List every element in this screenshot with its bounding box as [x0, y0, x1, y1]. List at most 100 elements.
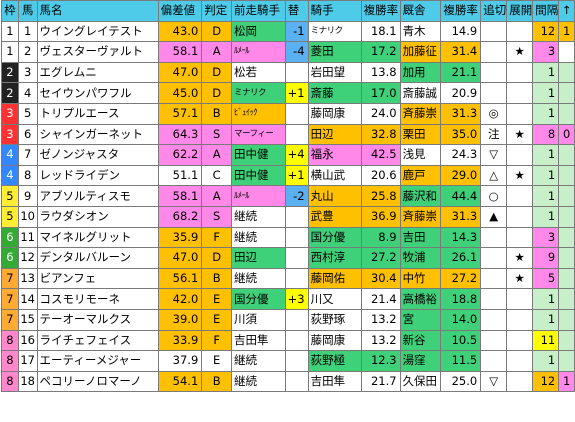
oikiri-cell: ▽ — [480, 370, 508, 393]
oikiri-cell — [480, 329, 508, 352]
jockey-change-cell: -4 — [284, 41, 309, 63]
arrow-cell — [558, 41, 575, 63]
waku-cell: 8 — [1, 350, 19, 372]
tenkai-cell: ★ — [506, 123, 534, 146]
hensa-cell: 35.9 — [157, 226, 203, 249]
interval-cell: 1 — [532, 288, 560, 310]
stable-cell: 藤沢和 — [399, 185, 442, 207]
jockey-rate-cell: 12.3 — [360, 350, 401, 372]
tenkai-cell — [506, 329, 534, 352]
horse-name-cell: ヴェスターヴァルト — [36, 41, 159, 63]
arrow-cell — [558, 329, 575, 352]
stable-cell: 浅見 — [399, 144, 442, 166]
stable-rate-cell: 31.3 — [440, 205, 482, 228]
header-interval: 間隔 — [532, 0, 560, 22]
prev-jockey-cell: 継続 — [231, 267, 286, 290]
oikiri-cell — [480, 41, 508, 63]
stable-rate-cell: 35.0 — [440, 123, 482, 146]
horse-name-cell: マイネルグリット — [36, 226, 159, 249]
horse-name-cell: デンタルバルーン — [36, 247, 159, 269]
stable-rate-cell: 14.9 — [440, 20, 482, 43]
tenkai-cell — [506, 288, 534, 310]
hensa-cell: 58.1 — [157, 185, 203, 207]
horse-number-cell: 7 — [17, 144, 38, 166]
prev-jockey-cell: 松岡 — [231, 20, 286, 43]
header-arrow-icon: ↑ — [558, 0, 575, 22]
jockey-cell: 藤岡康 — [307, 102, 362, 125]
header-name: 馬名 — [36, 0, 159, 22]
hensa-cell: 56.1 — [157, 267, 203, 290]
jockey-cell: 荻野琢 — [307, 308, 362, 331]
tenkai-cell: ★ — [506, 247, 534, 269]
table-row: 8 17 エーティーメジャー 37.9 E 継続 荻野極 12.3 湯窪 11.5 1 — [1, 350, 575, 372]
stable-cell: 加藤征 — [399, 41, 442, 63]
table-row: 4 7 ゼノンジャスタ 62.2 A 田中健 +4 福永 42.5 浅見 24.3 ▽ 1 — [1, 144, 575, 166]
stable-rate-cell: 21.1 — [440, 61, 482, 84]
prev-jockey-cell: 松若 — [231, 61, 286, 84]
table-row: 1 1 ウイングレイテスト 43.0 D 松岡 -1 ミナリク 18.1 青木 14.9 12 1 — [1, 20, 575, 43]
oikiri-cell — [480, 226, 508, 249]
hantei-cell: E — [201, 308, 233, 331]
arrow-cell: 1 — [558, 20, 575, 43]
jockey-cell: 荻野極 — [307, 350, 362, 372]
hensa-cell: 62.2 — [157, 144, 203, 166]
stable-rate-cell: 44.4 — [440, 185, 482, 207]
horse-name-cell: コスモリモーネ — [36, 288, 159, 310]
header-prev-jockey: 前走騎手 — [231, 0, 286, 22]
hantei-cell: F — [201, 329, 233, 352]
waku-cell: 8 — [1, 329, 19, 352]
arrow-cell — [558, 226, 575, 249]
oikiri-cell: 注 — [480, 123, 508, 146]
jockey-change-cell: +1 — [284, 164, 309, 187]
waku-cell: 7 — [1, 308, 19, 331]
interval-cell: 9 — [532, 247, 560, 269]
jockey-cell: 丸山 — [307, 185, 362, 207]
waku-cell: 6 — [1, 226, 19, 249]
hantei-cell: A — [201, 41, 233, 63]
horse-name-cell: エグレムニ — [36, 61, 159, 84]
arrow-cell — [558, 350, 575, 372]
jockey-rate-cell: 13.8 — [360, 61, 401, 84]
horse-number-cell: 16 — [17, 329, 38, 352]
tenkai-cell — [506, 226, 534, 249]
table-row: 3 6 シャインガーネット 64.3 S マーフィー 田辺 32.8 栗田 35.0 注 ★ 8 0 — [1, 123, 575, 146]
prev-jockey-cell: 継続 — [231, 226, 286, 249]
jockey-change-cell — [284, 226, 309, 249]
horse-number-cell: 12 — [17, 247, 38, 269]
interval-cell: 1 — [532, 205, 560, 228]
jockey-cell: 田辺 — [307, 123, 362, 146]
jockey-cell: 藤岡佑 — [307, 267, 362, 290]
jockey-cell: 武豊 — [307, 205, 362, 228]
jockey-cell: 横山武 — [307, 164, 362, 187]
jockey-cell: 国分優 — [307, 226, 362, 249]
horse-name-cell: ゼノンジャスタ — [36, 144, 159, 166]
table-row: 7 14 コスモリモーネ 42.0 E 国分優 +3 川又 21.4 高橋裕 18.8 1 — [1, 288, 575, 310]
interval-cell: 1 — [532, 164, 560, 187]
jockey-cell: 斎藤 — [307, 82, 362, 104]
hensa-cell: 45.0 — [157, 82, 203, 104]
waku-cell: 3 — [1, 102, 19, 125]
stable-cell: 鹿戸 — [399, 164, 442, 187]
interval-cell: 1 — [532, 144, 560, 166]
jockey-change-cell — [284, 267, 309, 290]
jockey-cell: 菱田 — [307, 41, 362, 63]
stable-cell: 久保田 — [399, 370, 442, 393]
horse-name-cell: エーティーメジャー — [36, 350, 159, 372]
horse-name-cell: ラウダシオン — [36, 205, 159, 228]
horse-number-cell: 9 — [17, 185, 38, 207]
header-tenkai: 展開 — [506, 0, 534, 22]
stable-cell: 栗田 — [399, 123, 442, 146]
interval-cell: 1 — [532, 350, 560, 372]
table-row: 5 9 アブソルティスモ 58.1 A ﾙﾒｰﾙ -2 丸山 25.8 藤沢和 44.4 ○ 1 — [1, 185, 575, 207]
hantei-cell: A — [201, 185, 233, 207]
interval-cell: 12 — [532, 20, 560, 43]
stable-rate-cell: 11.5 — [440, 350, 482, 372]
race-table: 枠 馬 馬名 偏差値 判定 前走騎手 替 騎手 複勝率 厩舎 複勝率 追切 展開… — [1, 0, 575, 393]
jockey-cell: 吉田隼 — [307, 370, 362, 393]
tenkai-cell: ★ — [506, 164, 534, 187]
prev-jockey-cell: ﾙﾒｰﾙ — [231, 41, 286, 63]
waku-cell: 2 — [1, 82, 19, 104]
waku-cell: 6 — [1, 247, 19, 269]
interval-cell: 1 — [532, 185, 560, 207]
horse-name-cell: テーオーマルクス — [36, 308, 159, 331]
